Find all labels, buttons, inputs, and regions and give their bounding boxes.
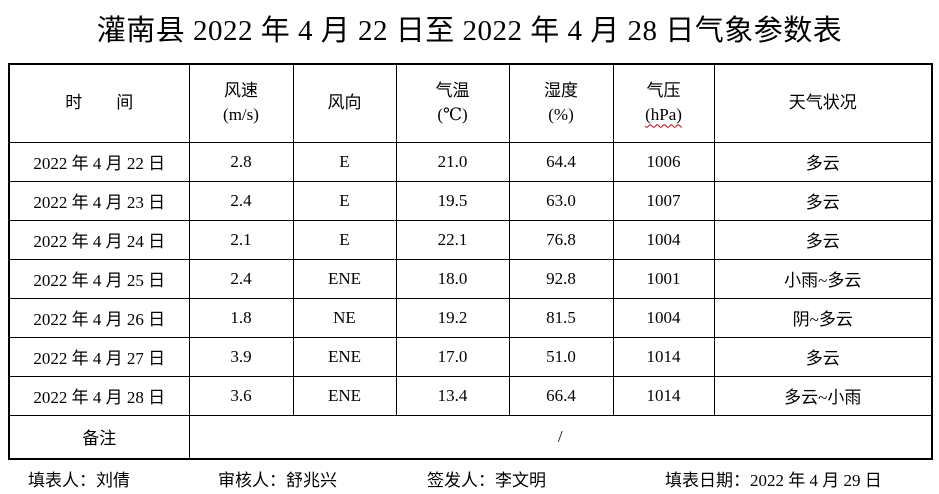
table-row: 2022 年 4 月 28 日 3.6 ENE 13.4 66.4 1014 多… — [8, 375, 933, 416]
humidity-cell: 76.8 — [508, 219, 614, 260]
header-temperature-unit: (℃) — [437, 105, 468, 125]
wind-dir-cell: ENE — [292, 258, 397, 299]
table-row: 2022 年 4 月 27 日 3.9 ENE 17.0 51.0 1014 多… — [8, 336, 933, 377]
humidity-cell: 81.5 — [508, 297, 614, 338]
date-cell: 2022 年 4 月 25 日 — [8, 258, 190, 299]
date-cell: 2022 年 4 月 24 日 — [8, 219, 190, 260]
table-row: 2022 年 4 月 23 日 2.4 E 19.5 63.0 1007 多云 — [8, 180, 933, 221]
humidity-cell: 64.4 — [508, 141, 614, 182]
remark-value: / — [188, 414, 933, 460]
wind-dir-cell: ENE — [292, 336, 397, 377]
pressure-cell: 1007 — [612, 180, 715, 221]
page-title: 灌南县 2022 年 4 月 22 日至 2022 年 4 月 28 日气象参数… — [96, 15, 843, 47]
table-row: 2022 年 4 月 22 日 2.8 E 21.0 64.4 1006 多云 — [8, 141, 933, 182]
table-row: 2022 年 4 月 24 日 2.1 E 22.1 76.8 1004 多云 — [8, 219, 933, 260]
weather-cell: 多云 — [713, 219, 933, 260]
weather-cell: 多云~小雨 — [713, 375, 933, 416]
table-header-row: 时 间 风速 (m/s) 风向 气温 (℃) 湿度 (%) — [8, 63, 933, 143]
date-cell: 2022 年 4 月 27 日 — [8, 336, 190, 377]
wind-speed-cell: 3.9 — [188, 336, 294, 377]
date-cell: 2022 年 4 月 26 日 — [8, 297, 190, 338]
header-weather-condition: 天气状况 — [713, 63, 933, 143]
header-wind-speed-label: 风速 — [224, 81, 258, 101]
weather-cell: 阴~多云 — [713, 297, 933, 338]
reviewer-signature: 审核人：舒兆兴 — [218, 471, 337, 490]
header-temperature-label: 气温 — [435, 81, 470, 101]
header-pressure-unit: (hPa) — [645, 105, 682, 125]
weather-cell: 多云 — [713, 141, 933, 182]
header-wind-speed: 风速 (m/s) — [188, 63, 294, 143]
remark-row: 备注 / — [8, 414, 933, 460]
date-cell: 2022 年 4 月 23 日 — [8, 180, 190, 221]
wind-dir-cell: E — [292, 180, 397, 221]
header-humidity-label: 湿度 — [544, 81, 578, 101]
pressure-cell: 1004 — [612, 219, 715, 260]
pressure-cell: 1014 — [612, 375, 715, 416]
humidity-cell: 51.0 — [508, 336, 614, 377]
humidity-cell: 66.4 — [508, 375, 614, 416]
weather-cell: 小雨~多云 — [713, 258, 933, 299]
wind-dir-cell: E — [292, 219, 397, 260]
table-row: 2022 年 4 月 25 日 2.4 ENE 18.0 92.8 1001 小… — [8, 258, 933, 299]
wind-dir-cell: NE — [292, 297, 397, 338]
temperature-cell: 19.5 — [395, 180, 510, 221]
wind-speed-cell: 2.1 — [188, 219, 294, 260]
issuer-signature: 签发人：李文明 — [427, 471, 546, 490]
weather-parameters-table: 时 间 风速 (m/s) 风向 气温 (℃) 湿度 (%) — [8, 63, 933, 460]
header-wind-speed-unit: (m/s) — [223, 105, 259, 125]
wind-dir-cell: E — [292, 141, 397, 182]
fill-date: 填表日期：2022 年 4 月 29 日 — [665, 471, 882, 490]
header-temperature: 气温 (℃) — [395, 63, 510, 143]
pressure-cell: 1001 — [612, 258, 715, 299]
weather-cell: 多云 — [713, 336, 933, 377]
temperature-cell: 22.1 — [395, 219, 510, 260]
pressure-cell: 1006 — [612, 141, 715, 182]
wind-speed-cell: 2.4 — [188, 258, 294, 299]
remark-label: 备注 — [8, 414, 190, 460]
date-cell: 2022 年 4 月 22 日 — [8, 141, 190, 182]
header-pressure: 气压 (hPa) — [612, 63, 715, 143]
temperature-cell: 19.2 — [395, 297, 510, 338]
wind-speed-cell: 2.4 — [188, 180, 294, 221]
header-humidity: 湿度 (%) — [508, 63, 614, 143]
header-wind-dir-label: 风向 — [327, 93, 362, 113]
wind-speed-cell: 2.8 — [188, 141, 294, 182]
wind-speed-cell: 3.6 — [188, 375, 294, 416]
temperature-cell: 17.0 — [395, 336, 510, 377]
pressure-cell: 1014 — [612, 336, 715, 377]
temperature-cell: 21.0 — [395, 141, 510, 182]
preparer-signature: 填表人：刘倩 — [28, 471, 130, 490]
pressure-cell: 1004 — [612, 297, 715, 338]
header-pressure-label: 气压 — [646, 81, 681, 101]
header-wind-dir: 风向 — [292, 63, 397, 143]
date-cell: 2022 年 4 月 28 日 — [8, 375, 190, 416]
temperature-cell: 18.0 — [395, 258, 510, 299]
wind-dir-cell: ENE — [292, 375, 397, 416]
header-time: 时 间 — [8, 63, 190, 143]
temperature-cell: 13.4 — [395, 375, 510, 416]
weather-cell: 多云 — [713, 180, 933, 221]
table-row: 2022 年 4 月 26 日 1.8 NE 19.2 81.5 1004 阴~… — [8, 297, 933, 338]
header-humidity-unit: (%) — [548, 105, 574, 125]
header-weather-condition-label: 天气状况 — [788, 93, 857, 113]
wind-speed-cell: 1.8 — [188, 297, 294, 338]
humidity-cell: 92.8 — [508, 258, 614, 299]
humidity-cell: 63.0 — [508, 180, 614, 221]
header-time-label: 时 间 — [65, 93, 134, 113]
